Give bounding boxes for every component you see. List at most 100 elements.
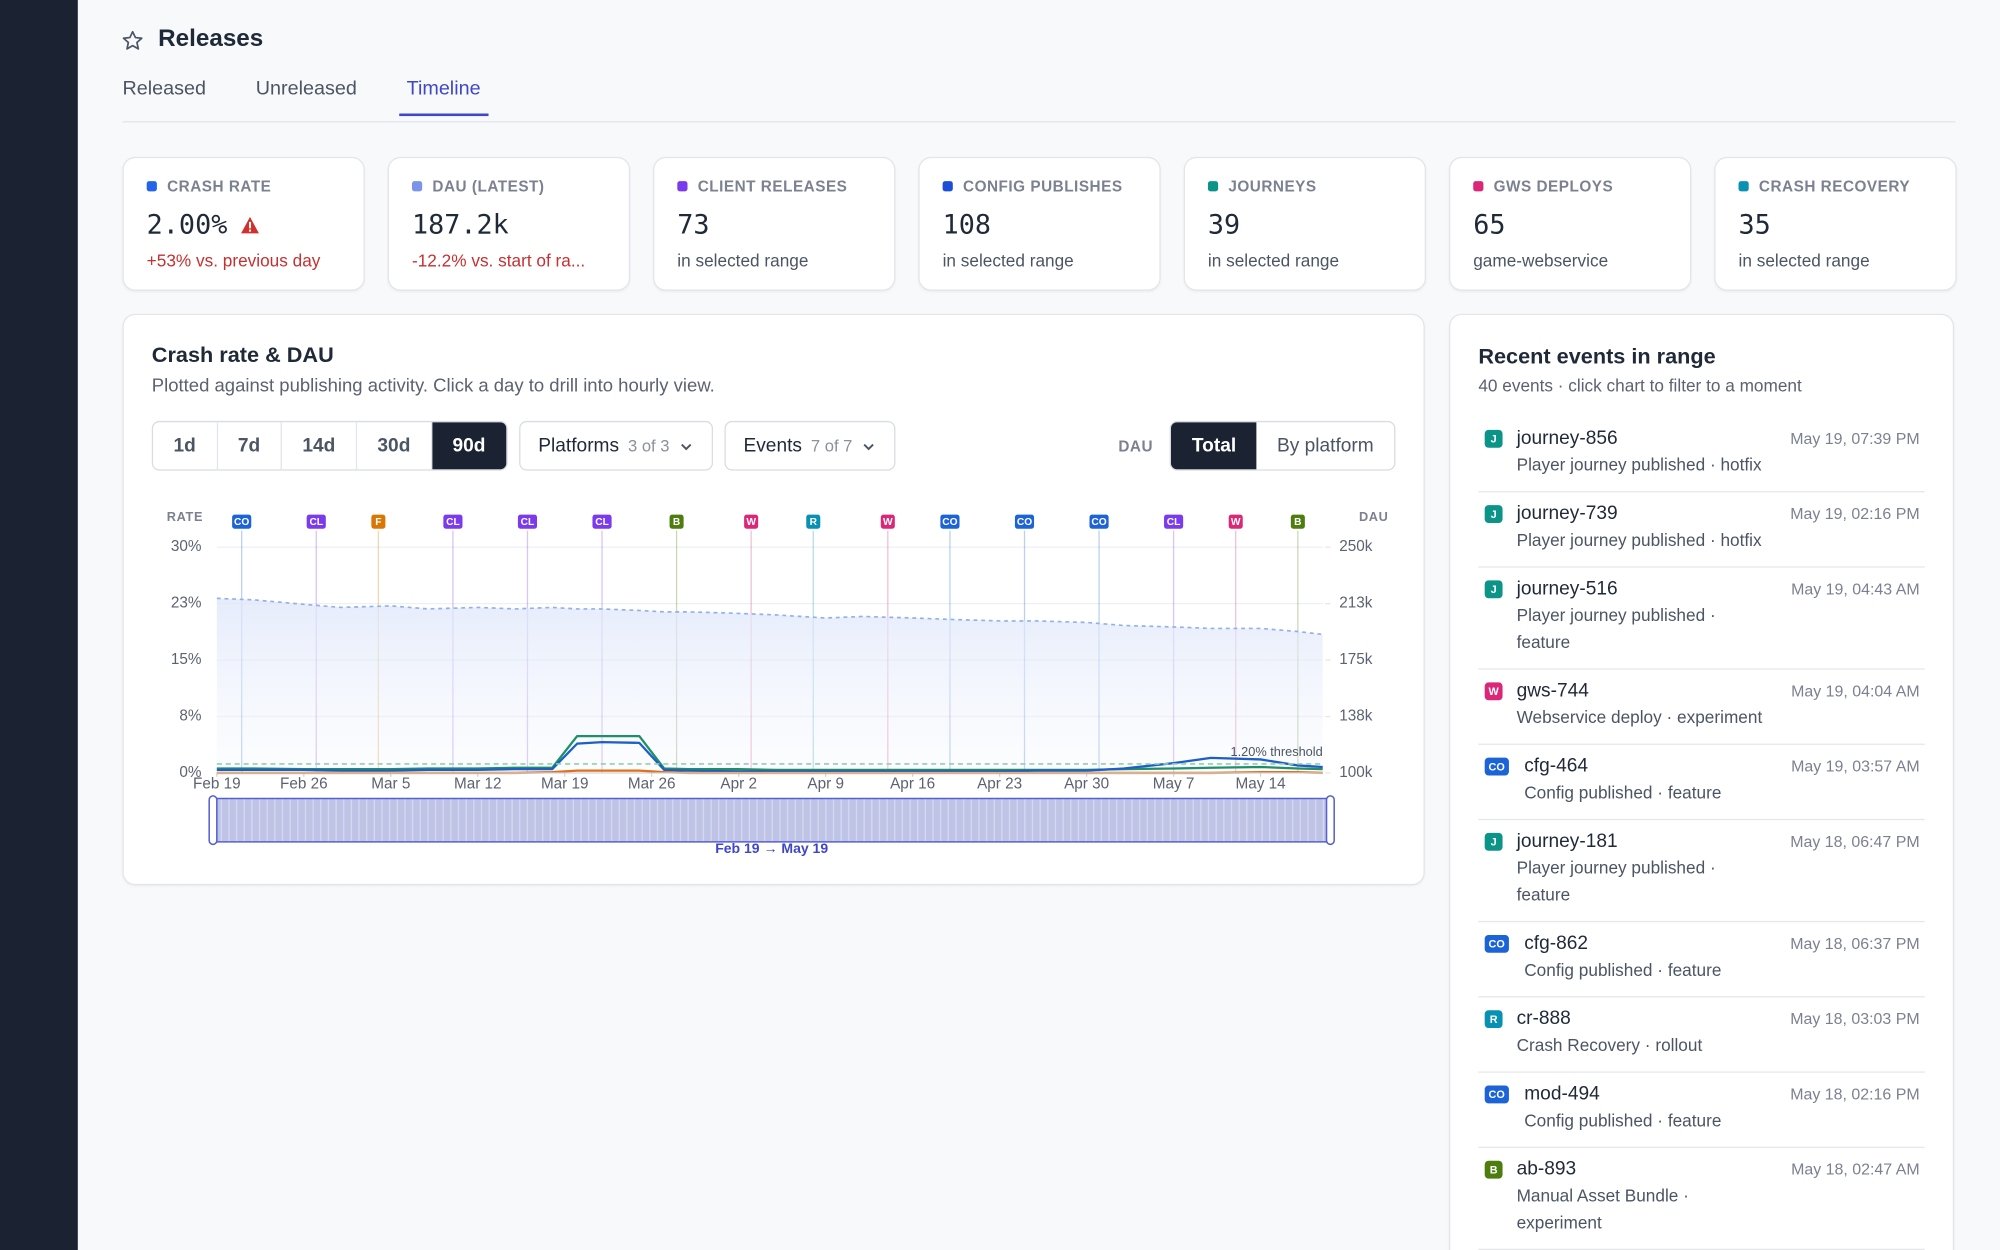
stat-value-row: 65 (1473, 209, 1505, 240)
event-time: May 18, 02:47 AM (1791, 1160, 1920, 1179)
filter-count: 7 of 7 (810, 436, 853, 456)
event-badge: CO (1484, 934, 1509, 953)
divider (122, 121, 1956, 123)
dau-toggle-button[interactable]: Total (1171, 422, 1257, 470)
event-badge: B (1484, 1160, 1503, 1179)
stat-note: -12.2% vs. start of ra... (411, 251, 586, 271)
event-name: cfg-862 (1524, 932, 1589, 955)
stat-value: 35 (1738, 209, 1771, 240)
event-time: May 19, 04:43 AM (1791, 580, 1920, 599)
stat-value-row: 35 (1739, 209, 1771, 240)
stat-card: DAU (LATEST) 187.2k -12.2% vs. start of ra… (387, 156, 631, 291)
event-description: Manual Asset Bundle · experiment (1516, 1186, 1689, 1233)
event-description: Player journey published · hotfix (1516, 455, 1762, 475)
event-name: journey-516 (1516, 577, 1618, 600)
event-badge: J (1484, 580, 1503, 599)
tab[interactable]: Unreleased (255, 77, 357, 100)
stat-value-row: 39 (1208, 209, 1240, 240)
event-badge: J (1484, 832, 1503, 851)
page-title: Releases (158, 25, 264, 53)
events-panel: Recent events in range 40 events · click… (1448, 313, 1955, 1250)
stat-color-dot (942, 181, 953, 192)
event-item[interactable]: CO cfg-862 Config published · feature May 1… (1478, 922, 1925, 998)
tab[interactable]: Released (122, 77, 206, 100)
stat-label: CRASH RATE (167, 177, 272, 196)
dau-label: DAU (1118, 437, 1154, 456)
stat-cards: CRASH RATE 2.00% +53% vs. previous day DAU … (122, 156, 1957, 291)
event-badge: J (1484, 505, 1503, 523)
event-time: May 19, 03:57 AM (1791, 757, 1920, 776)
stat-color-dot (1738, 181, 1749, 192)
stat-label-row: GWS DEPLOYS (1473, 177, 1613, 195)
range-button[interactable]: 30d (357, 422, 433, 470)
event-time: May 18, 06:47 PM (1790, 832, 1920, 851)
favorite-star[interactable] (121, 29, 144, 52)
stat-note: in selected range (942, 251, 1074, 271)
stat-note: in selected range (1207, 251, 1340, 271)
stat-label-row: JOURNEYS (1207, 177, 1317, 196)
stat-value: 39 (1207, 209, 1241, 240)
filter-count: 3 of 3 (628, 436, 670, 456)
stat-note: game-webservice (1473, 251, 1609, 271)
stat-label-row: CRASH RATE (146, 177, 272, 196)
stat-label: CRASH RECOVERY (1758, 177, 1911, 196)
range-button[interactable]: 1d (153, 422, 218, 470)
range-button[interactable]: 7d (217, 422, 282, 470)
filters: Platforms 3 of 3 Events 7 of 7 (519, 420, 896, 471)
event-name: cr-888 (1516, 1007, 1571, 1030)
stat-label: GWS DEPLOYS (1493, 177, 1614, 196)
event-badge: CO (1484, 1085, 1509, 1104)
event-badge: J (1484, 429, 1503, 448)
stat-note: in selected range (1738, 251, 1870, 271)
stat-label-row: CRASH RECOVERY (1738, 177, 1911, 196)
stat-card: CRASH RATE 2.00% +53% vs. previous day (122, 156, 365, 291)
stat-value: 108 (942, 209, 991, 240)
event-time: May 18, 06:37 PM (1790, 934, 1920, 953)
stat-value: 2.00% (146, 209, 228, 240)
stat-label-row: CONFIG PUBLISHES (942, 177, 1123, 195)
stat-label: JOURNEYS (1228, 177, 1317, 196)
event-name: ab-893 (1516, 1158, 1577, 1180)
stat-color-dot (146, 181, 157, 192)
event-name: mod-494 (1524, 1082, 1600, 1105)
filter-label: Platforms (538, 434, 620, 457)
event-item[interactable]: CO cfg-464 Config published · feature May 1… (1478, 745, 1925, 821)
stat-value: 65 (1473, 209, 1506, 240)
dau-toggle: Total By platform (1170, 420, 1396, 471)
event-description: Crash Recovery · rollout (1516, 1035, 1703, 1055)
filter-dropdown[interactable]: Platforms 3 of 3 (519, 420, 713, 471)
range-button[interactable]: 14d (282, 422, 358, 470)
chart-subtitle: Plotted against publishing activity. Cli… (151, 376, 715, 397)
stat-label-row: DAU (LATEST) (411, 177, 545, 196)
stat-color-dot (1207, 181, 1219, 192)
stat-note: +53% vs. previous day (146, 251, 321, 271)
event-name: journey-856 (1516, 427, 1618, 449)
range-button[interactable]: 90d (432, 422, 506, 470)
alert-icon (241, 216, 260, 233)
events-title: Recent events in range (1478, 344, 1716, 369)
event-badge: R (1484, 1010, 1503, 1029)
stat-value-row: 2.00% (147, 209, 261, 240)
event-badge: W (1484, 682, 1503, 701)
filter-dropdown[interactable]: Events 7 of 7 (724, 420, 896, 471)
event-item[interactable]: CO mod-494 Config published · feature May 1… (1478, 1073, 1925, 1148)
stat-label: CLIENT RELEASES (697, 177, 848, 196)
stat-note: in selected range (677, 251, 809, 271)
event-badge: CO (1484, 757, 1509, 776)
stat-value-row: 73 (677, 209, 709, 240)
stat-color-dot (1473, 181, 1484, 192)
stat-label: DAU (LATEST) (432, 177, 545, 196)
stat-value: 73 (677, 209, 710, 240)
stat-value-row: 108 (943, 209, 991, 240)
dau-toggle-button[interactable]: By platform (1276, 434, 1374, 457)
tab[interactable]: Timeline (398, 74, 489, 117)
